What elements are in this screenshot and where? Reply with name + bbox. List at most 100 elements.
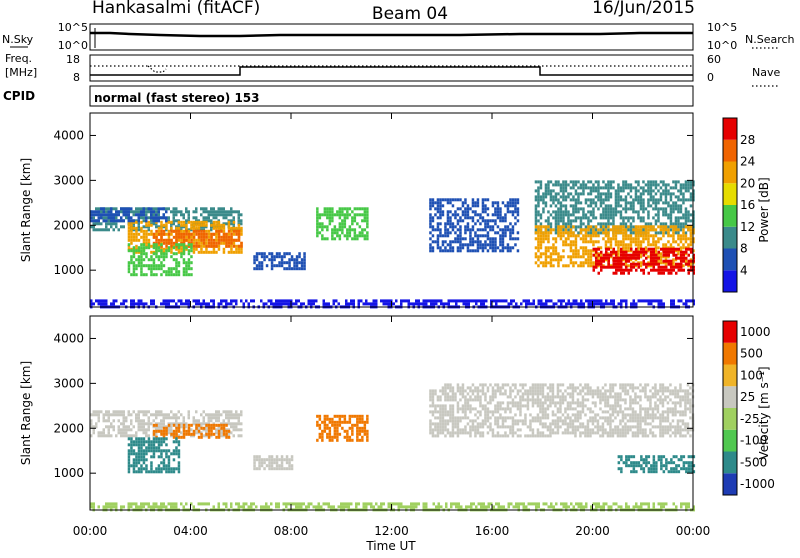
power-cell [663, 269, 666, 272]
power-cell [582, 264, 585, 267]
power-cell [195, 248, 198, 251]
power-cell [492, 243, 495, 246]
power-cell [494, 210, 497, 213]
velocity-cell [178, 430, 181, 433]
power-cell [600, 260, 603, 263]
power-cell [288, 302, 291, 305]
power-cell [670, 195, 673, 198]
velocity-cell [507, 416, 510, 419]
power-cell [459, 228, 462, 231]
power-cell [175, 207, 178, 210]
power-cell [200, 245, 203, 248]
power-cell [637, 195, 640, 198]
velocity-cell [517, 422, 520, 425]
power-cell [593, 266, 596, 269]
power-cell [385, 302, 388, 305]
power-cell [572, 186, 575, 189]
power-cell [625, 234, 628, 237]
velocity-cell [519, 428, 522, 431]
velocity-cell [208, 430, 211, 433]
velocity-cell [140, 446, 143, 449]
power-cell [535, 228, 538, 231]
power-cell [675, 263, 678, 266]
velocity-cell [175, 422, 178, 425]
power-cell [208, 219, 211, 222]
power-cell [344, 213, 347, 216]
power-cell [123, 213, 126, 216]
velocity-cell [346, 421, 349, 424]
power-cell [168, 246, 171, 249]
power-cell [557, 222, 560, 225]
velocity-cell [98, 416, 101, 419]
power-cell [168, 233, 171, 236]
velocity-cell [432, 398, 435, 401]
power-cell [150, 273, 153, 276]
power-cell [321, 213, 324, 216]
power-cell [439, 228, 442, 231]
velocity-cell [509, 386, 512, 389]
power-cell [467, 207, 470, 210]
power-cell [349, 228, 352, 231]
power-cell [291, 258, 294, 261]
power-cell [140, 236, 143, 239]
power-cell [630, 254, 633, 257]
power-cell [553, 302, 556, 305]
power-cell [590, 237, 593, 240]
power-cell [630, 257, 633, 260]
power-cell [585, 258, 588, 261]
power-cell [538, 299, 541, 302]
power-cell [125, 210, 128, 213]
power-cell [600, 266, 603, 269]
power-cell [585, 246, 588, 249]
power-cell [612, 222, 615, 225]
power-cell [253, 258, 256, 261]
power-cell [238, 210, 241, 213]
power-cell [469, 228, 472, 231]
power-cell [562, 255, 565, 258]
power-ytick-label: 2000 [53, 218, 84, 232]
power-cell [354, 234, 357, 237]
power-cell [447, 198, 450, 201]
power-cell [230, 222, 233, 225]
power-cell [208, 251, 211, 254]
power-cell [165, 210, 168, 213]
power-cell [278, 261, 281, 264]
velocity-cell [125, 419, 128, 422]
velocity-cell [366, 418, 369, 421]
power-cell [642, 231, 645, 234]
velocity-cell [165, 413, 168, 416]
velocity-cell [261, 461, 264, 464]
power-cell [447, 222, 450, 225]
velocity-cell [512, 422, 515, 425]
power-cell [230, 236, 233, 239]
power-cell [620, 243, 623, 246]
velocity-cell [454, 419, 457, 422]
velocity-cell [361, 439, 364, 442]
power-cell [547, 234, 550, 237]
power-cell [670, 263, 673, 266]
power-cell [143, 230, 146, 233]
power-cell [95, 213, 98, 216]
power-cell [444, 231, 447, 234]
power-cell [607, 195, 610, 198]
power-cell [617, 198, 620, 201]
velocity-cell [437, 410, 440, 413]
power-cell [238, 251, 241, 254]
velocity-cell [547, 434, 550, 437]
power-cell [487, 219, 490, 222]
velocity-cell [557, 416, 560, 419]
power-cell [557, 213, 560, 216]
power-cell [291, 255, 294, 258]
power-cell [502, 219, 505, 222]
power-cell [525, 299, 528, 302]
power-cell [150, 207, 153, 210]
velocity-cell [326, 433, 329, 436]
velocity-cell [449, 419, 452, 422]
velocity-cell [268, 464, 271, 467]
power-cell [155, 255, 158, 258]
velocity-cell [514, 419, 517, 422]
power-cell [560, 204, 563, 207]
velocity-cell [158, 430, 161, 433]
power-cell [110, 219, 113, 222]
velocity-cell [507, 407, 510, 410]
